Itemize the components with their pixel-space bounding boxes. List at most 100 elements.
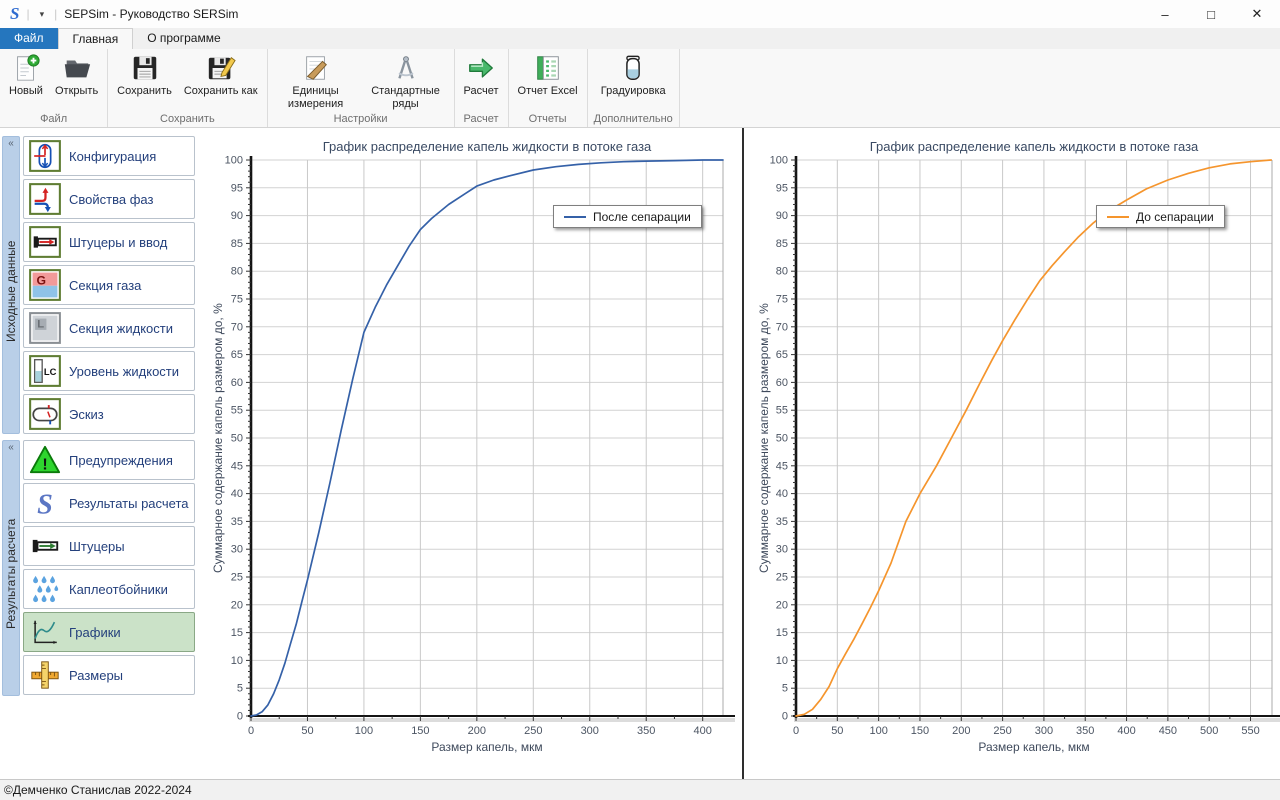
svg-text:LC: LC: [44, 366, 57, 377]
svg-text:50: 50: [301, 725, 313, 737]
status-text: ©Демченко Станислав 2022-2024: [4, 783, 192, 797]
svg-text:40: 40: [231, 488, 243, 500]
sidebar-item-dimensions[interactable]: Размеры: [23, 655, 195, 695]
ribbon-button-label: Сохранить: [117, 85, 172, 98]
svg-text:0: 0: [782, 711, 788, 723]
svg-text:95: 95: [231, 182, 243, 194]
svg-text:55: 55: [231, 405, 243, 417]
app-logo-icon: S: [10, 4, 19, 24]
units-button[interactable]: Единицы измерения: [272, 50, 360, 111]
svg-text:20: 20: [231, 599, 243, 611]
chart-splitter[interactable]: [742, 128, 744, 779]
ribbon-button-label: Расчет: [464, 85, 499, 98]
tab-about[interactable]: О программе: [133, 28, 234, 49]
collapse-chevron-icon[interactable]: «: [8, 138, 14, 149]
sidebar-item-sketch[interactable]: Эскиз: [23, 394, 195, 434]
tab-home[interactable]: Главная: [58, 28, 134, 49]
sidebar-item-label: Штуцеры и ввод: [69, 235, 167, 250]
ribbon-group-save: Сохранить Сохранить как Сохранить: [108, 49, 267, 127]
sidebar-item-label: Свойства фаз: [69, 192, 153, 207]
svg-text:250: 250: [524, 725, 542, 737]
sidebar-item-nozzles[interactable]: Штуцеры: [23, 526, 195, 566]
legend-label: После сепарации: [593, 210, 691, 224]
svg-text:5: 5: [237, 683, 243, 695]
calibration-icon: [618, 53, 648, 83]
ribbon-group-extra: Градуировка Дополнительно: [588, 49, 680, 127]
sidebar-item-liquid-section[interactable]: LСекция жидкости: [23, 308, 195, 348]
maximize-button[interactable]: □: [1188, 0, 1234, 28]
ribbon-tab-row: Файл Главная О программе: [0, 28, 1280, 49]
sidebar-item-charts[interactable]: Графики: [23, 612, 195, 652]
calculate-arrow-icon: [466, 53, 496, 83]
legend-line-sample: [564, 216, 586, 218]
svg-text:0: 0: [248, 725, 254, 737]
svg-text:S: S: [37, 489, 53, 519]
gas-section-icon: G: [29, 269, 61, 301]
svg-text:75: 75: [231, 294, 243, 306]
standard-series-button[interactable]: Стандартные ряды: [362, 50, 450, 111]
ribbon-button-label: Стандартные ряды: [367, 85, 445, 110]
svg-text:35: 35: [231, 516, 243, 528]
sidebar-item-label: Каплеотбойники: [69, 582, 168, 597]
tab-file[interactable]: Файл: [0, 28, 58, 49]
sidebar-item-liquid-level[interactable]: LCУровень жидкости: [23, 351, 195, 391]
svg-text:90: 90: [776, 210, 788, 222]
svg-text:70: 70: [776, 321, 788, 333]
sidebar-item-configuration[interactable]: Конфигурация: [23, 136, 195, 176]
charts-icon: [29, 616, 61, 648]
save-as-button[interactable]: Сохранить как: [179, 50, 263, 99]
svg-text:50: 50: [231, 433, 243, 445]
svg-text:25: 25: [776, 572, 788, 584]
ribbon-group-settings: Единицы измеренияСтандартные рядыНастрой…: [268, 49, 455, 127]
svg-text:50: 50: [776, 433, 788, 445]
svg-text:!: !: [42, 456, 47, 473]
collapse-chevron-icon[interactable]: «: [8, 442, 14, 453]
sidebar-item-calc-results[interactable]: S Результаты расчета: [23, 483, 195, 523]
close-button[interactable]: ✕: [1234, 0, 1280, 28]
qat-separator: |: [54, 7, 57, 21]
nozzles-input-icon: [29, 226, 61, 258]
warnings-icon: !: [29, 444, 61, 476]
legend-label: До сепарации: [1136, 210, 1214, 224]
svg-text:400: 400: [1117, 725, 1135, 737]
ribbon-group-file: НовыйОткрытьФайл: [0, 49, 108, 127]
svg-text:85: 85: [776, 238, 788, 250]
sidebar-item-label: Секция жидкости: [69, 321, 173, 336]
window-title: SEPSim - Руководство SERSim: [64, 7, 238, 21]
save-button[interactable]: Сохранить: [112, 50, 177, 99]
ribbon-group-label: Сохранить: [112, 112, 262, 127]
qat-dropdown-caret-icon[interactable]: ▾: [37, 7, 48, 22]
new-button[interactable]: Новый: [4, 50, 48, 99]
dimensions-icon: [29, 659, 61, 691]
sidebar-item-demisters[interactable]: Каплеотбойники: [23, 569, 195, 609]
configuration-icon: [29, 140, 61, 172]
ribbon-group-label: Дополнительно: [592, 112, 675, 127]
ribbon-button-label: Открыть: [55, 85, 98, 98]
sidebar-item-label: Результаты расчета: [69, 496, 189, 511]
sidebar-item-warnings[interactable]: !Предупреждения: [23, 440, 195, 480]
svg-text:100: 100: [869, 725, 887, 737]
svg-text:90: 90: [231, 210, 243, 222]
legend-line-sample: [1107, 216, 1129, 218]
svg-text:40: 40: [776, 488, 788, 500]
ribbon-button-label: Единицы измерения: [277, 85, 355, 110]
svg-text:10: 10: [231, 655, 243, 667]
save-floppy-icon: [130, 53, 160, 83]
sidebar-item-phase-properties[interactable]: Свойства фаз: [23, 179, 195, 219]
save-as-floppy-icon: [206, 53, 236, 83]
calibration-button[interactable]: Градуировка: [596, 50, 671, 99]
phase-properties-icon: [29, 183, 61, 215]
sketch-icon: [29, 398, 61, 430]
excel-report-button[interactable]: Отчет Excel: [513, 50, 583, 99]
ribbon-button-label: Отчет Excel: [518, 85, 578, 98]
sidebar-item-nozzles-input[interactable]: Штуцеры и ввод: [23, 222, 195, 262]
minimize-button[interactable]: –: [1142, 0, 1188, 28]
svg-text:0: 0: [237, 711, 243, 723]
svg-text:45: 45: [231, 460, 243, 472]
svg-text:100: 100: [225, 155, 243, 167]
svg-text:20: 20: [776, 599, 788, 611]
svg-text:95: 95: [776, 182, 788, 194]
calculate-button[interactable]: Расчет: [459, 50, 504, 99]
sidebar-item-gas-section[interactable]: GСекция газа: [23, 265, 195, 305]
open-button[interactable]: Открыть: [50, 50, 103, 99]
